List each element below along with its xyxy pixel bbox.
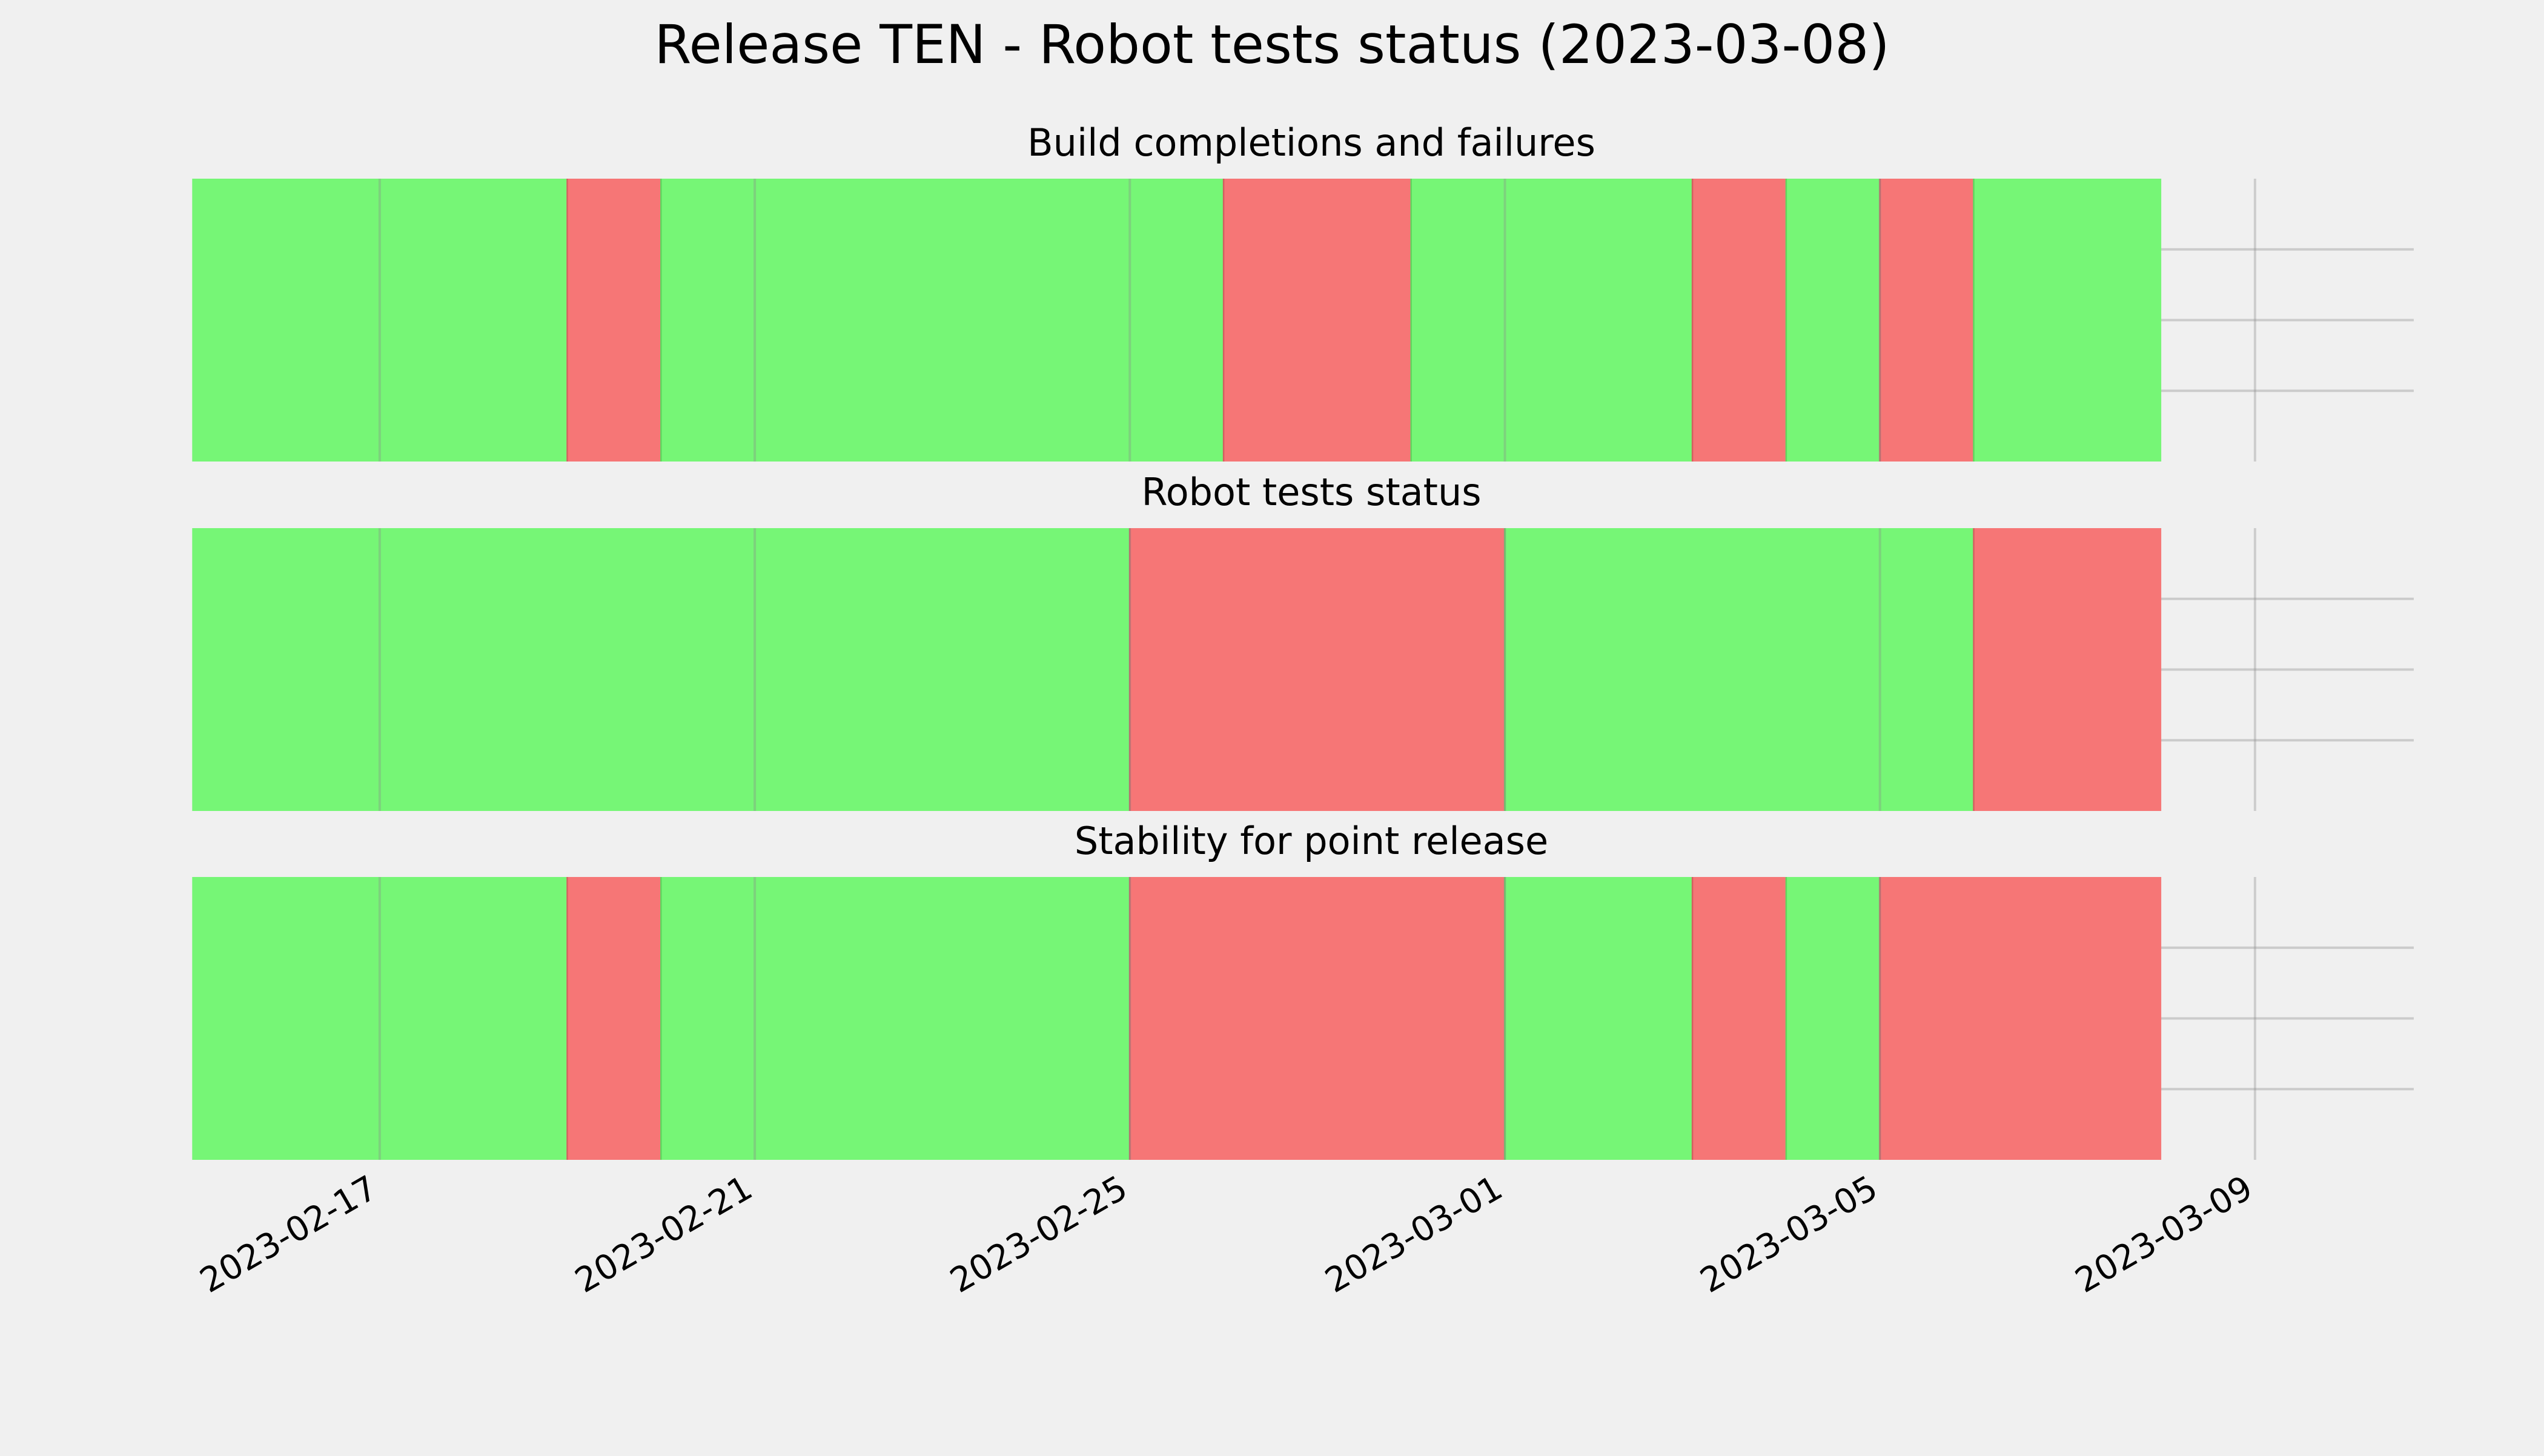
panels-layer: Build completions and failures Robot test…: [192, 121, 2414, 1160]
status-segment-success: [192, 528, 1130, 811]
status-segment-failure: [1973, 528, 2162, 811]
status-segment-failure: [1692, 877, 1786, 1160]
status-segment-success: [192, 179, 568, 462]
status-segment-success: [661, 877, 1130, 1160]
chart-title: Release TEN - Robot tests status (2023-0…: [654, 13, 1889, 76]
status-segment-success: [192, 877, 568, 1160]
status-segment-failure: [567, 877, 661, 1160]
status-segment-success: [1411, 179, 1693, 462]
status-segment-failure: [1224, 179, 1411, 462]
status-segment-success: [1505, 877, 1693, 1160]
status-segment-failure: [567, 179, 661, 462]
status-segment-success: [1786, 179, 1880, 462]
status-segment-success: [661, 179, 1224, 462]
panel-2: Robot tests status: [192, 470, 2414, 811]
status-segment-failure: [1880, 877, 2162, 1160]
status-segment-failure: [1880, 179, 1974, 462]
panel-1: Build completions and failures: [192, 121, 2414, 462]
status-segment-success: [1505, 528, 1974, 811]
panel-title: Build completions and failures: [1027, 121, 1595, 165]
status-segment-failure: [1130, 877, 1505, 1160]
panel-title: Stability for point release: [1075, 819, 1548, 863]
panel-title: Robot tests status: [1141, 470, 1481, 514]
status-segment-success: [1786, 877, 1880, 1160]
status-segment-failure: [1692, 179, 1786, 462]
status-segment-success: [1973, 179, 2162, 462]
panel-3: Stability for point release: [192, 819, 2414, 1160]
status-segment-failure: [1130, 528, 1505, 811]
